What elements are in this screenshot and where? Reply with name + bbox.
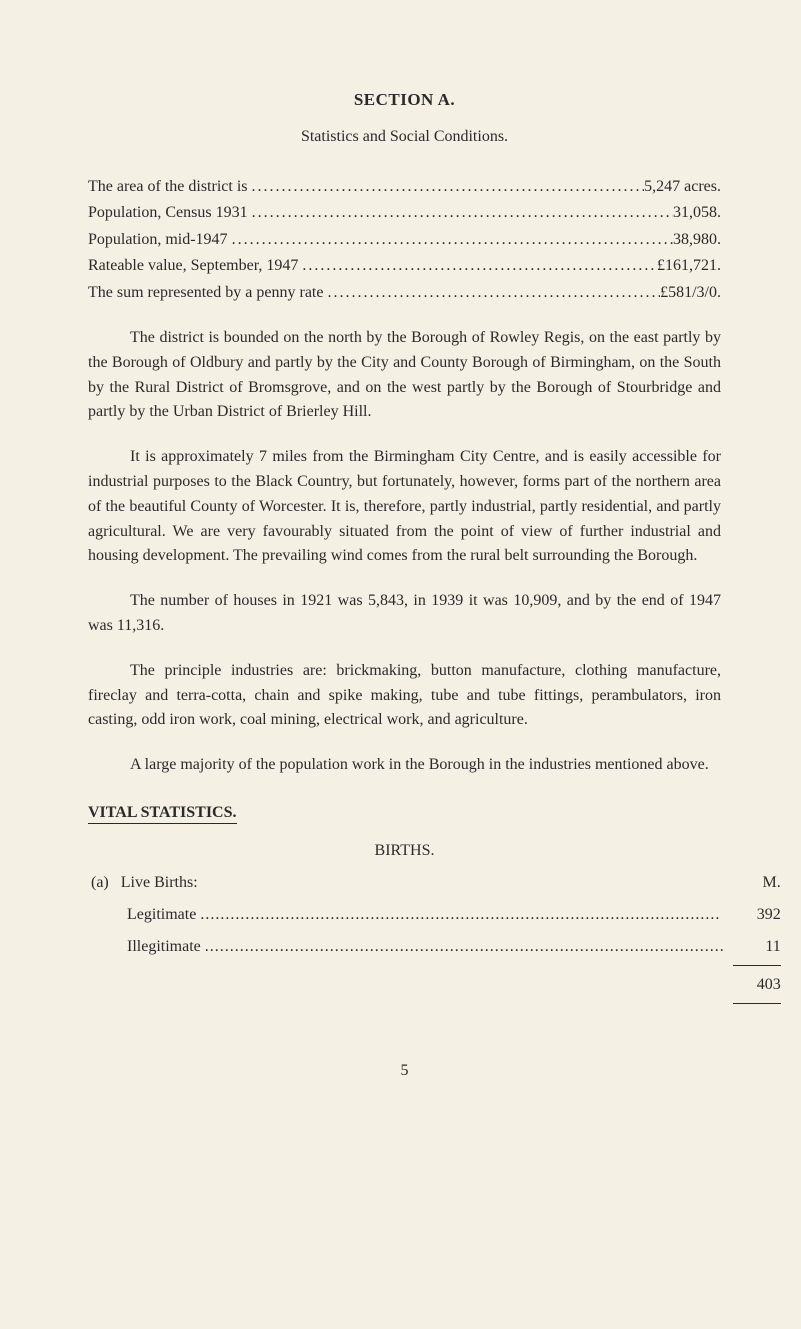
- page-number: 5: [88, 1062, 721, 1080]
- section-title: SECTION A.: [88, 90, 721, 110]
- leader-dots: [248, 200, 673, 226]
- stat-label: Population, Census 1931: [88, 200, 248, 226]
- header-label: Live Births:: [121, 874, 198, 891]
- table-row: Illegitimate 11 .... 10 .... 21: [90, 932, 801, 962]
- rule-row: [90, 1002, 801, 1006]
- document-page: SECTION A. Statistics and Social Conditi…: [0, 0, 801, 1140]
- births-table: (a) Live Births: M. F. Total. Legitimate…: [88, 866, 801, 1008]
- total-m: 403: [732, 970, 801, 1000]
- stat-label: Population, mid-1947: [88, 227, 228, 253]
- header-m: M.: [732, 868, 801, 898]
- leader-dots: [228, 227, 673, 253]
- leader-dots: [201, 933, 729, 961]
- paragraph: The principle industries are: brickmakin…: [88, 659, 721, 733]
- table-header-row: (a) Live Births: M. F. Total.: [90, 868, 801, 898]
- stat-row: Population, mid-1947 38,980.: [88, 227, 721, 253]
- stat-row: Population, Census 1931 31,058.: [88, 200, 721, 226]
- rule: [733, 965, 781, 967]
- stat-label: The sum represented by a penny rate: [88, 280, 323, 306]
- row-label: Legitimate: [127, 901, 196, 929]
- stat-value: £161,721.: [657, 253, 721, 279]
- leader-dots: [248, 174, 645, 200]
- vital-statistics-heading: VITAL STATISTICS.: [88, 804, 237, 824]
- stat-value: £581/3/0.: [660, 280, 721, 306]
- paragraph: It is approximately 7 miles from the Bir…: [88, 445, 721, 569]
- leader-dots: [323, 280, 660, 306]
- stat-value: 38,980.: [673, 227, 721, 253]
- leader-dots: [196, 901, 728, 929]
- stat-row: Rateable value, September, 1947 £161,721…: [88, 253, 721, 279]
- row-label: Illegitimate: [127, 933, 201, 961]
- stat-row: The sum represented by a penny rate £581…: [88, 280, 721, 306]
- stat-row: The area of the district is 5,247 acres.: [88, 174, 721, 200]
- cell-m: 11: [732, 932, 801, 962]
- stats-block: The area of the district is 5,247 acres.…: [88, 174, 721, 306]
- cell-m: 392: [732, 900, 801, 930]
- rule-row: [90, 964, 801, 968]
- stat-value: 31,058.: [673, 200, 721, 226]
- stat-label: The area of the district is: [88, 174, 248, 200]
- paragraph: A large majority of the population work …: [88, 753, 721, 778]
- paragraph: The number of houses in 1921 was 5,843, …: [88, 589, 721, 639]
- row-prefix: (a): [91, 874, 109, 891]
- stat-label: Rateable value, September, 1947: [88, 253, 298, 279]
- rule: [733, 1003, 781, 1005]
- stat-value: 5,247 acres.: [644, 174, 721, 200]
- totals-row: 403 327 730: [90, 970, 801, 1000]
- leader-dots: [298, 253, 657, 279]
- subtitle: Statistics and Social Conditions.: [88, 128, 721, 146]
- table-row: Legitimate 392 .... 317 .... 709: [90, 900, 801, 930]
- paragraph: The district is bounded on the north by …: [88, 326, 721, 425]
- births-title: BIRTHS.: [88, 842, 721, 860]
